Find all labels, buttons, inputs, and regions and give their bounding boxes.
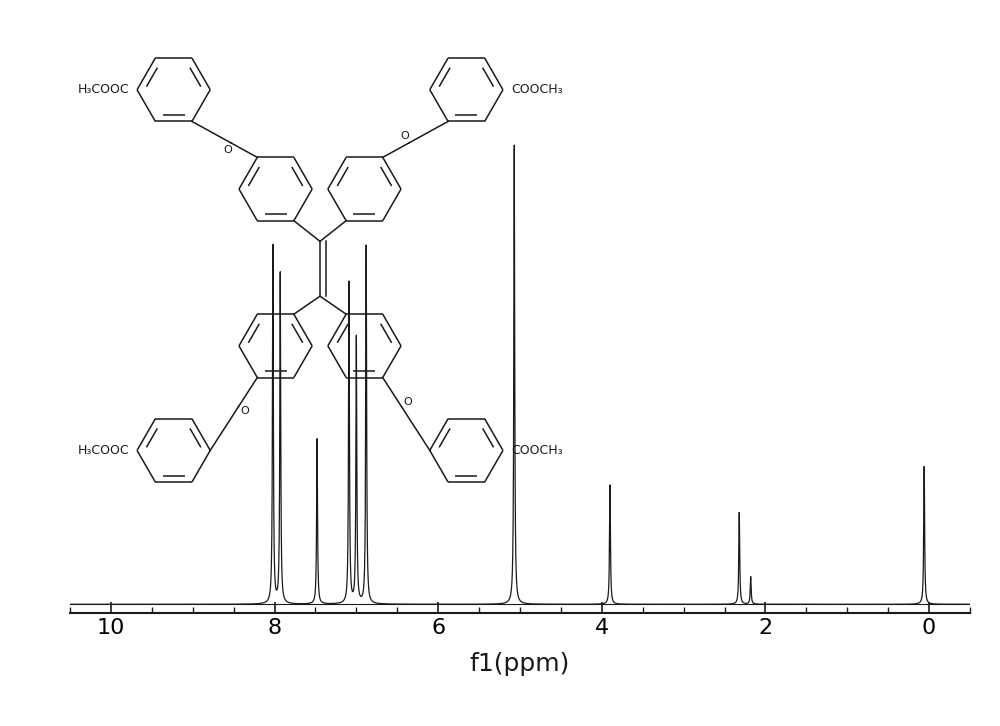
- Text: O: O: [223, 145, 232, 155]
- Text: COOCH₃: COOCH₃: [511, 444, 562, 457]
- Text: O: O: [241, 406, 249, 416]
- Text: COOCH₃: COOCH₃: [511, 83, 562, 97]
- Text: H₃COOC: H₃COOC: [78, 83, 129, 97]
- Text: O: O: [401, 131, 409, 141]
- Text: H₃COOC: H₃COOC: [78, 444, 129, 457]
- X-axis label: f1(ppm): f1(ppm): [470, 652, 570, 676]
- Text: O: O: [404, 397, 413, 407]
